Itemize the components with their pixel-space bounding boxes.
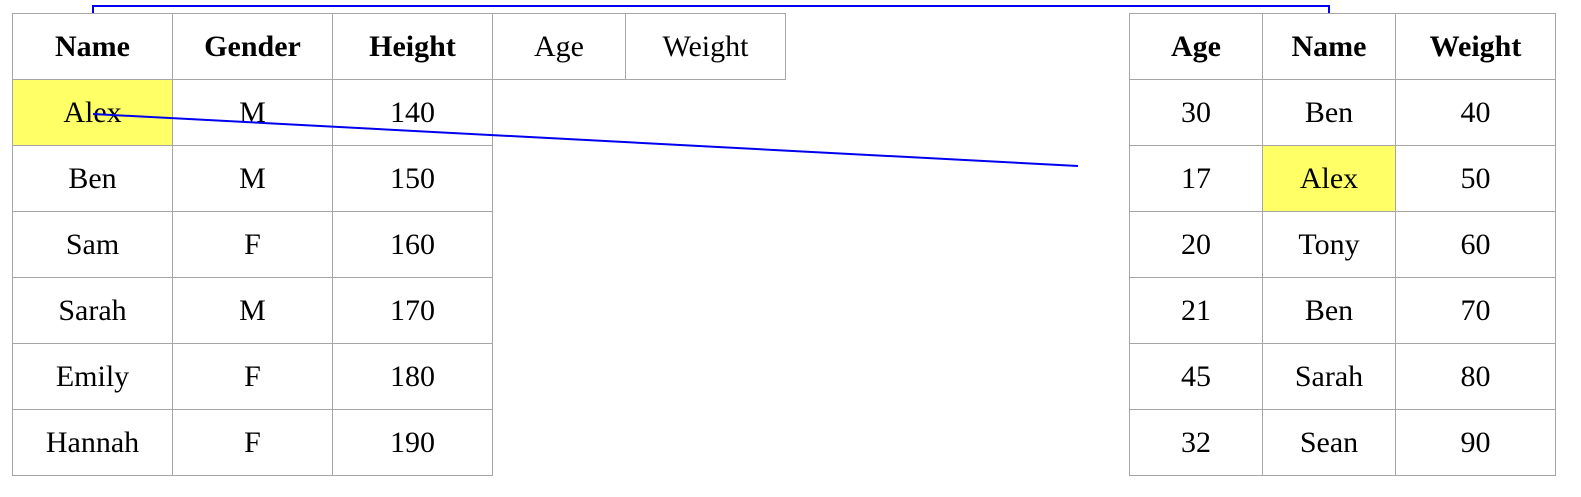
- header-link-bracket: [92, 5, 1330, 13]
- left-cell-name[interactable]: Ben: [12, 145, 173, 212]
- left-cell-gender[interactable]: F: [172, 343, 333, 410]
- table-row: 45 Sarah 80: [1129, 343, 1556, 410]
- left-cell-gender[interactable]: M: [172, 145, 333, 212]
- right-cell-age[interactable]: 17: [1129, 145, 1263, 212]
- left-cell-gender[interactable]: M: [172, 79, 333, 146]
- right-header-age[interactable]: Age: [1129, 13, 1263, 80]
- left-cell-gender[interactable]: F: [172, 211, 333, 278]
- right-cell-name[interactable]: Tony: [1262, 211, 1396, 278]
- table-row: 30 Ben 40: [1129, 79, 1556, 146]
- left-cell-height[interactable]: 140: [332, 79, 493, 146]
- left-header-row: Name Gender Height Age Weight: [12, 13, 786, 80]
- table-row: Hannah F 190: [12, 409, 786, 476]
- left-header-gender[interactable]: Gender: [172, 13, 333, 80]
- right-cell-age[interactable]: 32: [1129, 409, 1263, 476]
- left-cell-name[interactable]: Emily: [12, 343, 173, 410]
- right-cell-name[interactable]: Sean: [1262, 409, 1396, 476]
- right-cell-weight[interactable]: 80: [1395, 343, 1556, 410]
- left-cell-height[interactable]: 190: [332, 409, 493, 476]
- left-extra-header-weight[interactable]: Weight: [625, 13, 786, 80]
- table-row: 21 Ben 70: [1129, 277, 1556, 344]
- left-cell-height[interactable]: 180: [332, 343, 493, 410]
- table-row: Alex M 140: [12, 79, 786, 146]
- right-cell-weight[interactable]: 50: [1395, 145, 1556, 212]
- table-row: 17 Alex 50: [1129, 145, 1556, 212]
- table-row: Sarah M 170: [12, 277, 786, 344]
- left-cell-height[interactable]: 150: [332, 145, 493, 212]
- table-row: 32 Sean 90: [1129, 409, 1556, 476]
- right-cell-name[interactable]: Ben: [1262, 277, 1396, 344]
- left-header-name[interactable]: Name: [12, 13, 173, 80]
- left-extra-header-age[interactable]: Age: [492, 13, 626, 80]
- right-cell-name[interactable]: Sarah: [1262, 343, 1396, 410]
- right-cell-age[interactable]: 45: [1129, 343, 1263, 410]
- left-cell-gender[interactable]: M: [172, 277, 333, 344]
- table-row: Sam F 160: [12, 211, 786, 278]
- left-cell-name[interactable]: Sam: [12, 211, 173, 278]
- left-cell-name[interactable]: Hannah: [12, 409, 173, 476]
- right-header-row: Age Name Weight: [1129, 13, 1556, 80]
- left-header-height[interactable]: Height: [332, 13, 493, 80]
- left-cell-height[interactable]: 170: [332, 277, 493, 344]
- right-table: Age Name Weight 30 Ben 40 17 Alex 50 20 …: [1129, 13, 1556, 476]
- left-cell-height[interactable]: 160: [332, 211, 493, 278]
- left-cell-gender[interactable]: F: [172, 409, 333, 476]
- right-header-weight[interactable]: Weight: [1395, 13, 1556, 80]
- left-cell-name[interactable]: Sarah: [12, 277, 173, 344]
- right-cell-name[interactable]: Ben: [1262, 79, 1396, 146]
- right-cell-weight[interactable]: 90: [1395, 409, 1556, 476]
- right-cell-weight[interactable]: 60: [1395, 211, 1556, 278]
- right-cell-weight[interactable]: 40: [1395, 79, 1556, 146]
- table-row: 20 Tony 60: [1129, 211, 1556, 278]
- right-cell-name-highlighted[interactable]: Alex: [1262, 145, 1396, 212]
- right-cell-weight[interactable]: 70: [1395, 277, 1556, 344]
- table-row: Ben M 150: [12, 145, 786, 212]
- left-table: Name Gender Height Age Weight Alex M 140…: [12, 13, 786, 476]
- right-cell-age[interactable]: 20: [1129, 211, 1263, 278]
- left-cell-name-highlighted[interactable]: Alex: [12, 79, 173, 146]
- right-cell-age[interactable]: 30: [1129, 79, 1263, 146]
- right-cell-age[interactable]: 21: [1129, 277, 1263, 344]
- table-row: Emily F 180: [12, 343, 786, 410]
- right-header-name[interactable]: Name: [1262, 13, 1396, 80]
